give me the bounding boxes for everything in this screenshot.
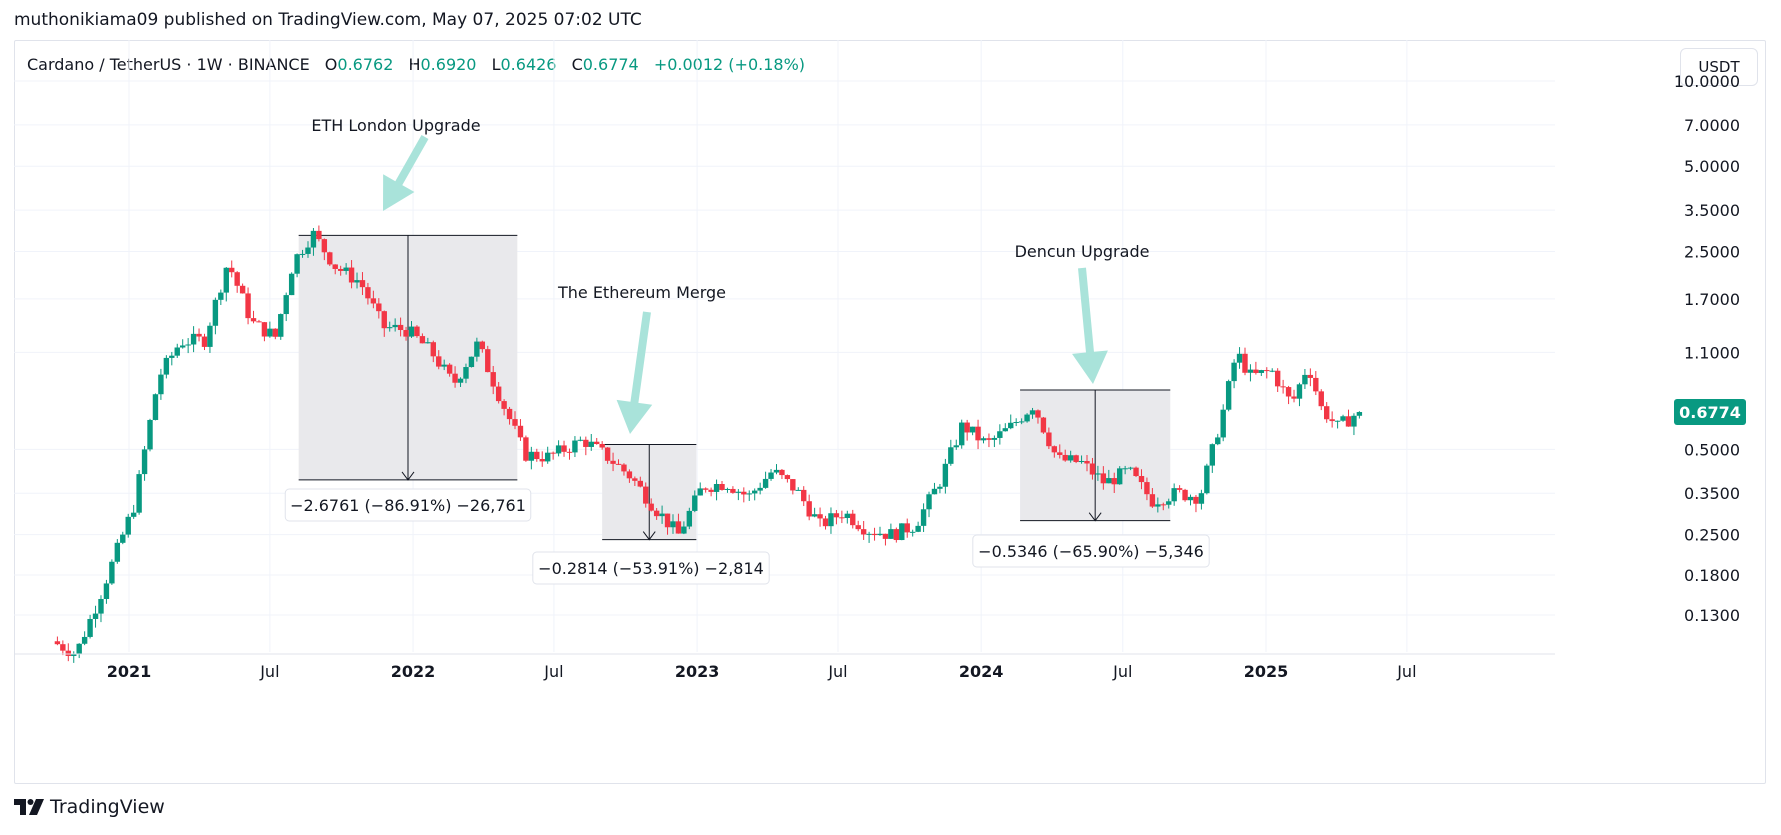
tradingview-logo-icon (14, 799, 44, 815)
chart-panel[interactable] (14, 40, 1766, 784)
currency-button[interactable]: USDT (1680, 48, 1758, 86)
open-label: O (324, 55, 338, 74)
low-label: L (491, 55, 501, 74)
high-label: H (408, 55, 421, 74)
close-value: 0.6774 (582, 55, 639, 74)
open-value: 0.6762 (337, 55, 394, 74)
publisher-line: muthonikiama09 published on TradingView.… (14, 10, 642, 30)
symbol-title[interactable]: Cardano / TetherUS · 1W · BINANCE (27, 55, 310, 74)
tradingview-brand[interactable]: TradingView (14, 796, 165, 818)
ohlc-legend: Cardano / TetherUS · 1W · BINANCE O0.676… (27, 55, 805, 74)
close-label: C (571, 55, 583, 74)
change-value: +0.0012 (+0.18%) (653, 55, 806, 74)
low-value: 0.6426 (500, 55, 557, 74)
brand-name: TradingView (50, 796, 165, 818)
high-value: 0.6920 (420, 55, 477, 74)
